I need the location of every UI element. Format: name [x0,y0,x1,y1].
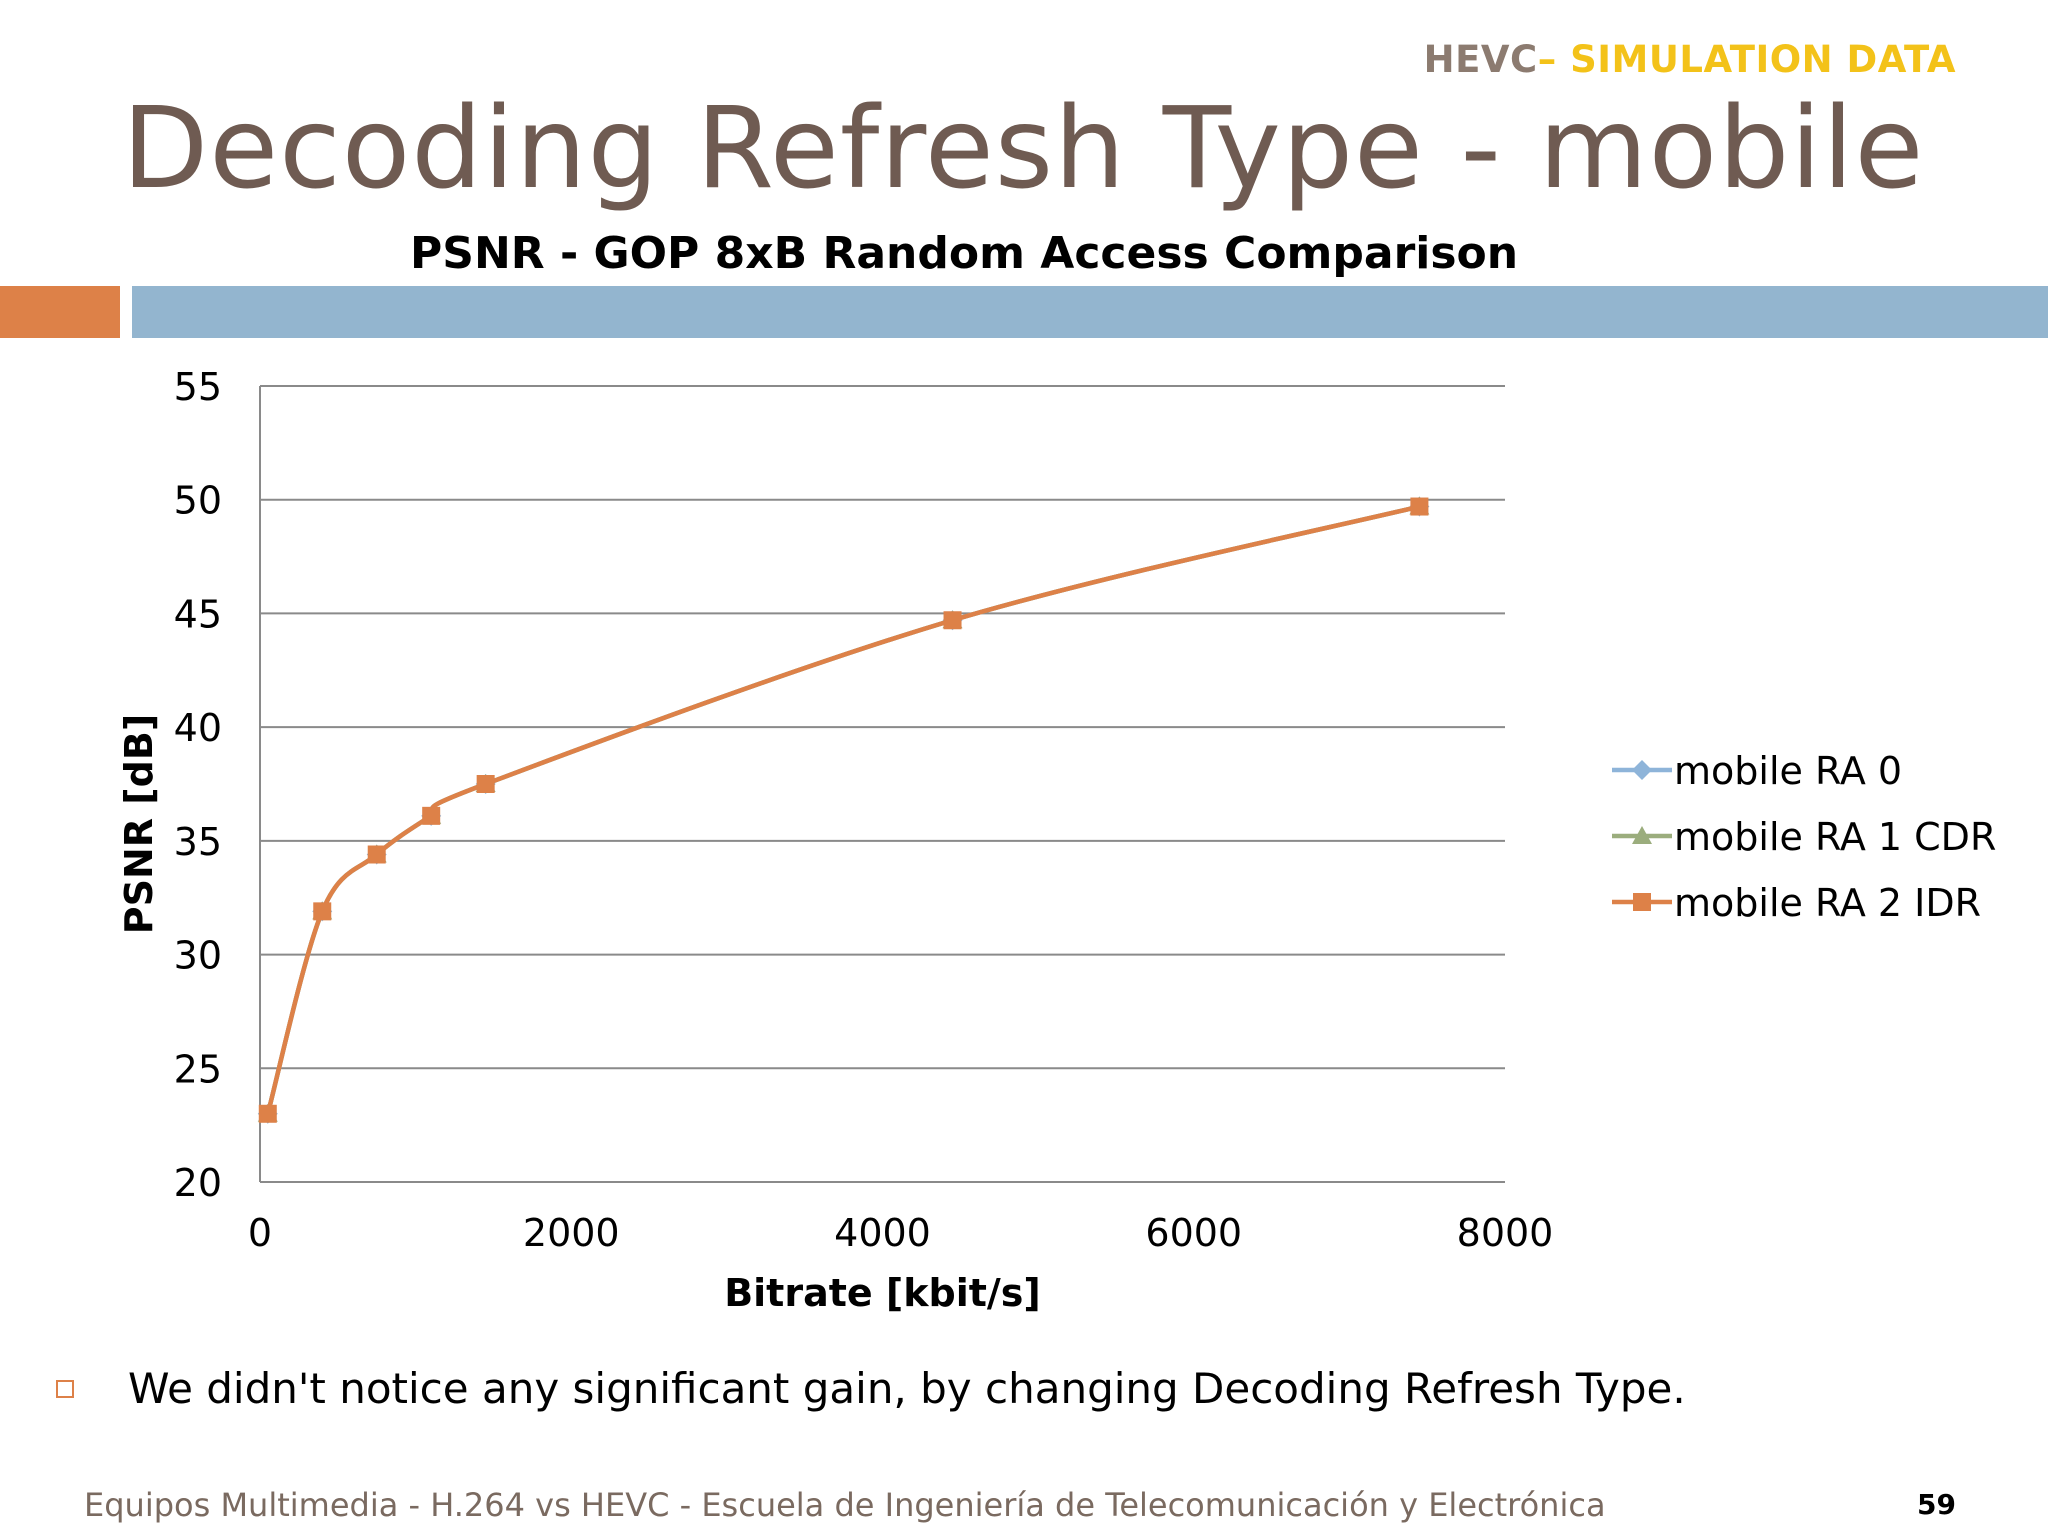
legend-marker-2 [1633,893,1651,911]
accent-bar-blue [132,286,2048,338]
bullet-icon [56,1380,74,1398]
page-number: 59 [1917,1488,1956,1521]
legend-label-0: mobile RA 0 [1674,749,1902,793]
y-tick-label: 30 [174,934,222,978]
x-tick-label: 6000 [1145,1211,1242,1255]
x-tick-label: 2000 [523,1211,620,1255]
y-tick-label: 45 [174,592,222,636]
series-line-1 [265,504,1420,1115]
accent-bar-orange [0,286,120,338]
y-tick-label: 50 [174,479,222,523]
x-tick-label: 8000 [1457,1211,1554,1255]
y-tick-label: 55 [174,365,222,409]
data-point-s2-0 [258,1104,277,1123]
data-point-s2-4 [476,775,495,793]
section-tag: HEVC– SIMULATION DATA [1424,38,1956,81]
y-axis-label: PSNR [dB] [117,714,161,934]
legend-marker-0 [1632,760,1652,780]
series-line-0 [265,504,1420,1115]
bullet-text: We didn't notice any significant gain, b… [128,1364,1686,1413]
series-line-2 [265,504,1420,1115]
x-tick-label: 4000 [834,1211,931,1255]
legend-label-1: mobile RA 1 CDR [1674,815,1996,859]
data-point-s2-2 [367,845,386,864]
y-tick-label: 25 [174,1047,222,1091]
slide-title: Decoding Refresh Type - mobile [122,84,1925,214]
section-tag-simulation: – SIMULATION DATA [1537,38,1956,81]
legend-marker-1 [1632,826,1652,844]
data-point-s2-3 [422,806,441,825]
psnr-chart: 20 25 30 35 40 45 50 55 0 2000 4000 6000 8000 Bitrate… [117,365,1996,1315]
legend-label-2: mobile RA 2 IDR [1674,881,1981,925]
footer-text: Equipos Multimedia - H.264 vs HEVC - Esc… [84,1486,1606,1524]
y-tick-label: 20 [174,1161,222,1205]
chart-title: PSNR - GOP 8xB Random Access Comparison [410,228,1519,279]
x-tick-label: 0 [248,1211,272,1255]
data-point-s2-6 [1410,497,1429,516]
x-axis-label: Bitrate [kbit/s] [724,1271,1041,1315]
section-tag-hevc: HEVC [1423,38,1538,81]
y-tick-label: 35 [174,820,222,864]
data-point-s2-1 [313,902,332,921]
y-tick-label: 40 [174,706,222,750]
data-point-s2-5 [943,611,962,630]
